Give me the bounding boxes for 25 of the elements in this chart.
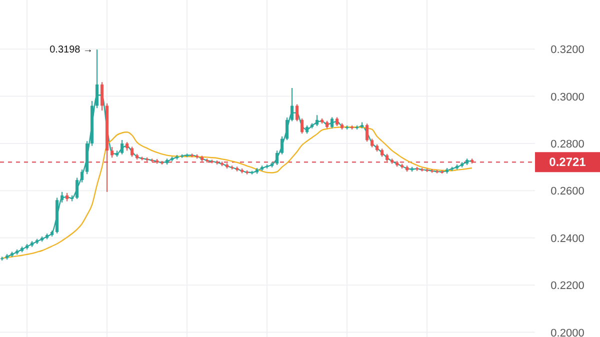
candlestick bbox=[110, 146, 114, 158]
y-tick-label: 0.2800 bbox=[550, 138, 584, 150]
candlestick bbox=[366, 123, 368, 142]
candlestick bbox=[330, 116, 334, 129]
candlestick bbox=[316, 114, 318, 127]
candlestick bbox=[80, 168, 84, 183]
candlestick bbox=[286, 117, 288, 141]
candlestick bbox=[280, 136, 284, 155]
candlestick bbox=[120, 139, 124, 155]
y-tick-label: 0.3000 bbox=[550, 91, 584, 104]
y-tick-label: 0.2000 bbox=[550, 327, 584, 337]
candlestick bbox=[276, 150, 278, 166]
candlestick bbox=[60, 191, 64, 203]
line-series bbox=[1, 126, 473, 259]
candlestick bbox=[76, 177, 78, 200]
y-tick-label: 0.3200 bbox=[550, 44, 584, 56]
candlestick bbox=[130, 146, 134, 158]
y-tick-label: 0.2400 bbox=[550, 232, 584, 245]
y-tick-label: 0.2600 bbox=[550, 186, 584, 198]
candlestick bbox=[296, 104, 298, 122]
annotation: 0.3198 → bbox=[50, 44, 93, 56]
candlestick bbox=[100, 82, 104, 111]
candlestick bbox=[300, 118, 304, 134]
y-tick-label: 0.2200 bbox=[550, 280, 584, 292]
ref-line-label: 0.2721 bbox=[549, 155, 586, 170]
